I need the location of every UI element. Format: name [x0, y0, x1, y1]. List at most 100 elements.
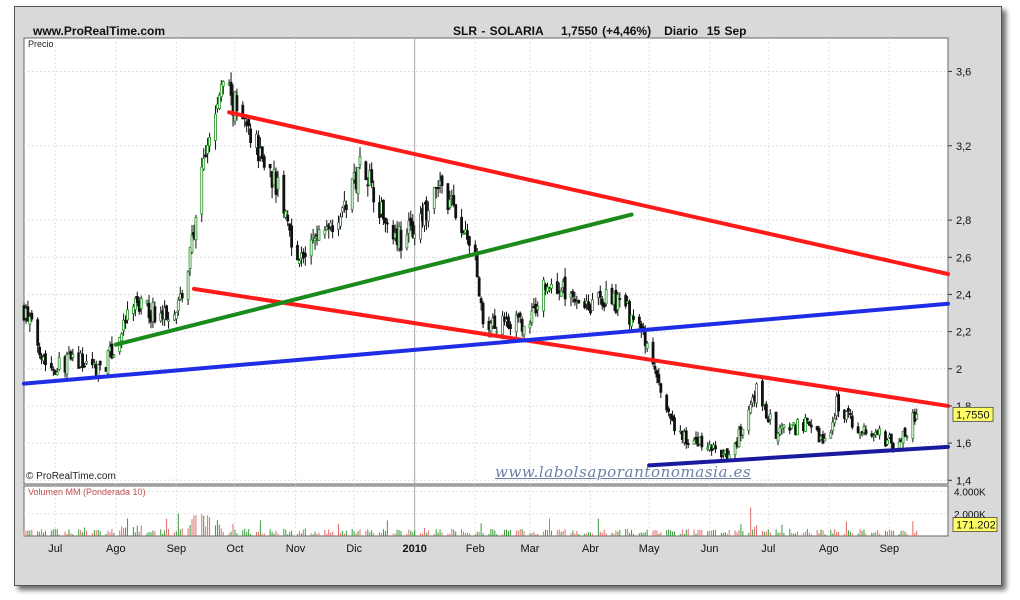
candle-body — [90, 358, 94, 366]
candle-body — [618, 298, 622, 300]
candle-body — [296, 244, 299, 261]
candle-body — [624, 294, 628, 307]
candle-body — [653, 366, 657, 370]
candle-body — [528, 323, 532, 329]
trendline — [22, 301, 950, 386]
price-tick-label: 3,2 — [956, 141, 971, 153]
volume-title: Volumen MM (Ponderada 10) — [28, 487, 146, 497]
price-tick-label: 2,8 — [956, 215, 971, 227]
candle-body — [165, 305, 169, 320]
volume-tick-label: 4.000K — [954, 488, 986, 499]
candle-body — [884, 431, 887, 447]
candle-body — [383, 217, 387, 224]
candle-body — [655, 370, 659, 378]
candle-body — [139, 298, 143, 309]
candle-body — [51, 368, 55, 371]
candle-body — [342, 200, 346, 206]
candle-body — [548, 288, 551, 291]
chart-summary: SLR - SOLARIA 1,7550 (+4,46%) Diario 15 … — [453, 24, 747, 38]
candle-body — [514, 314, 518, 333]
candle-body — [870, 433, 874, 437]
watermark-link[interactable]: www.labolsaporantonomasia.es — [495, 463, 752, 481]
candle-body — [749, 404, 753, 414]
candle-body — [176, 299, 180, 311]
candle-body — [905, 436, 909, 439]
candle-body — [317, 229, 321, 241]
candle-body — [466, 230, 469, 240]
last-volume-tag — [952, 517, 998, 532]
candle-body — [755, 383, 758, 404]
candle-body — [200, 166, 204, 215]
price-plot-area — [23, 37, 949, 485]
candle-body — [598, 290, 602, 298]
candle-body — [174, 311, 178, 320]
candle-body — [30, 312, 34, 320]
price-change: (+4,46%) — [602, 24, 652, 38]
price-tick-label: 2 — [956, 364, 962, 376]
time-tick-label: Oct — [226, 543, 243, 555]
candle-body — [493, 315, 497, 329]
series-label: Precio — [28, 39, 54, 49]
volume-bars — [23, 507, 918, 536]
candle-body — [145, 300, 149, 304]
candle-body — [425, 200, 428, 221]
candle-body — [604, 289, 608, 305]
candle-body — [204, 154, 208, 158]
candle-body — [659, 383, 663, 393]
candle-body — [413, 233, 417, 239]
candle-body — [477, 277, 481, 297]
candle-body — [124, 319, 127, 324]
time-tick-label: Jul — [48, 543, 62, 555]
candle-body — [507, 316, 510, 329]
candle-body — [26, 306, 30, 322]
candle-body — [284, 210, 288, 218]
candle-body — [298, 260, 301, 265]
candle-body — [850, 415, 854, 428]
candle-body — [481, 303, 485, 325]
candle-body — [645, 343, 649, 349]
date-label: 15 Sep — [706, 24, 747, 38]
candle-body — [522, 325, 526, 336]
trendline — [647, 444, 950, 468]
candle-body — [426, 210, 430, 222]
time-tick-label: Abr — [582, 543, 599, 555]
candle-body — [805, 417, 809, 421]
time-axis: Jul Ago Sep Oct Nov Dic 2010 Feb Mar Abr May Jun Jul… — [48, 543, 899, 555]
credit-label[interactable]: © ProRealTime.com — [26, 471, 116, 482]
candle-body — [440, 175, 444, 186]
candle-body — [126, 309, 129, 321]
candle-body — [65, 354, 69, 375]
time-tick-label: 2010 — [402, 543, 426, 555]
candle-body — [382, 199, 385, 220]
candle-body — [831, 422, 835, 431]
candle-body — [700, 435, 704, 448]
candle-body — [559, 290, 563, 297]
candle-body — [790, 424, 794, 429]
candle-body — [901, 430, 905, 444]
candle-body — [692, 439, 696, 445]
trendlines — [22, 110, 950, 468]
candle-body — [452, 195, 456, 206]
candle-body — [632, 316, 635, 320]
price-tick-label: 1,4 — [956, 475, 971, 487]
candle-body — [436, 187, 440, 190]
candle-body — [247, 119, 251, 127]
candle-body — [768, 413, 772, 420]
last-volume-tag-label: 171.202 — [956, 520, 996, 532]
candle-body — [92, 362, 96, 365]
candle-body — [55, 371, 59, 376]
candle-body — [286, 214, 290, 222]
candle-body — [725, 448, 729, 459]
candle-body — [542, 279, 546, 312]
candle-body — [886, 439, 889, 445]
candle-body — [81, 353, 85, 369]
candle-body — [364, 161, 368, 181]
price-gridlines — [24, 70, 948, 481]
candle-body — [587, 301, 590, 310]
volume-tick-label: 2.000K — [954, 510, 986, 521]
candle-body — [448, 199, 452, 208]
time-tick-label: Dic — [346, 543, 362, 555]
site-label[interactable]: www.ProRealTime.com — [33, 24, 166, 38]
candle-body — [817, 428, 821, 443]
candle-body — [356, 167, 360, 194]
